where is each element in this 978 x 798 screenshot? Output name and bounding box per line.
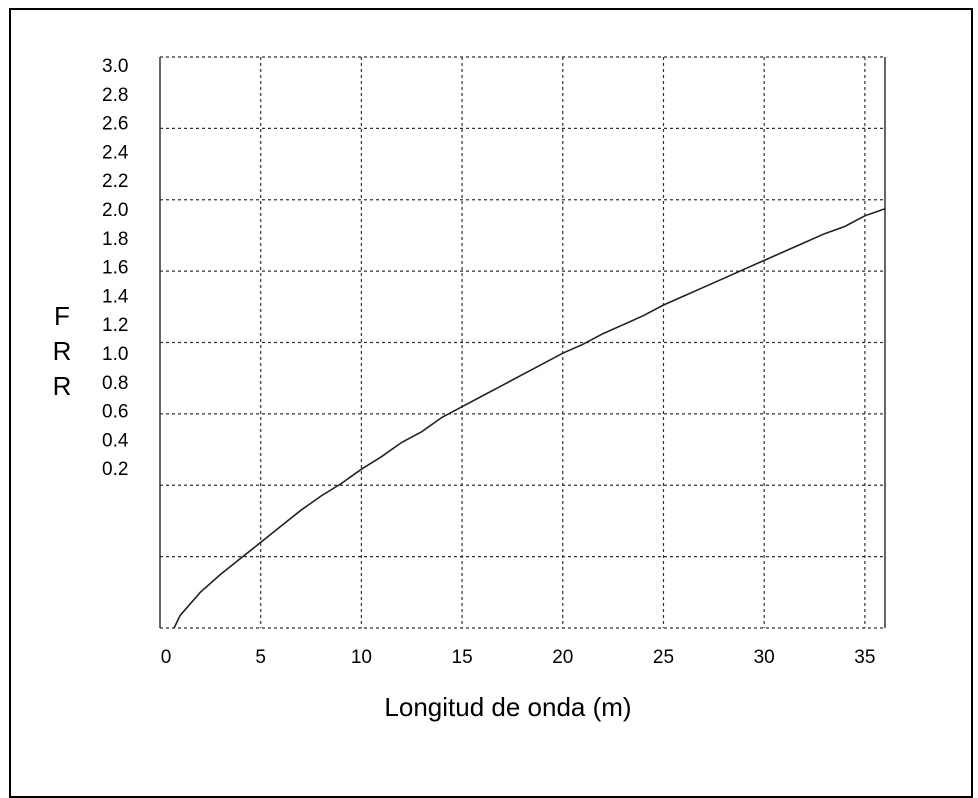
x-tick-labels: 0 5 10 15 20 25 30 35: [161, 647, 876, 668]
x-tick-label: 15: [452, 647, 473, 668]
x-tick-label: 20: [552, 647, 573, 668]
y-axis-label-letter-2: R: [53, 336, 72, 366]
y-tick-label: 0.8: [102, 373, 128, 394]
x-tick-label: 10: [351, 647, 372, 668]
y-tick-label: 1.0: [102, 344, 128, 365]
y-tick-label: 3.0: [102, 56, 128, 77]
y-tick-label: 2.6: [102, 114, 128, 135]
y-tick-label: 0.2: [102, 459, 128, 480]
y-tick-label: 0.6: [102, 402, 128, 423]
y-axis-label-letter-1: F: [54, 301, 70, 331]
x-tick-label: 25: [653, 647, 674, 668]
x-tick-label: 30: [754, 647, 775, 668]
grid: [159, 56, 886, 629]
series-line: [173, 207, 886, 629]
y-tick-label: 2.8: [102, 85, 128, 106]
chart-frame: [9, 8, 973, 798]
y-tick-label: 0.4: [102, 430, 129, 451]
y-tick-label: 1.6: [102, 258, 128, 279]
y-axis-label-letter-3: R: [53, 371, 72, 401]
y-tick-labels: 3.0 2.8 2.6 2.4 2.2 2.0 1.8 1.6 1.4 1.2 1.0 0.8 0.6 0…: [102, 56, 129, 480]
x-tick-label: 0: [161, 647, 172, 668]
x-tick-label: 35: [854, 647, 875, 668]
y-tick-label: 2.4: [102, 142, 129, 163]
y-tick-label: 2.0: [102, 200, 128, 221]
y-tick-label: 1.2: [102, 315, 128, 336]
x-axis-label: Longitud de onda (m): [384, 692, 631, 722]
y-tick-label: 1.8: [102, 229, 128, 250]
y-tick-label: 1.4: [102, 286, 129, 307]
x-tick-label: 5: [255, 647, 266, 668]
y-tick-label: 2.2: [102, 171, 128, 192]
